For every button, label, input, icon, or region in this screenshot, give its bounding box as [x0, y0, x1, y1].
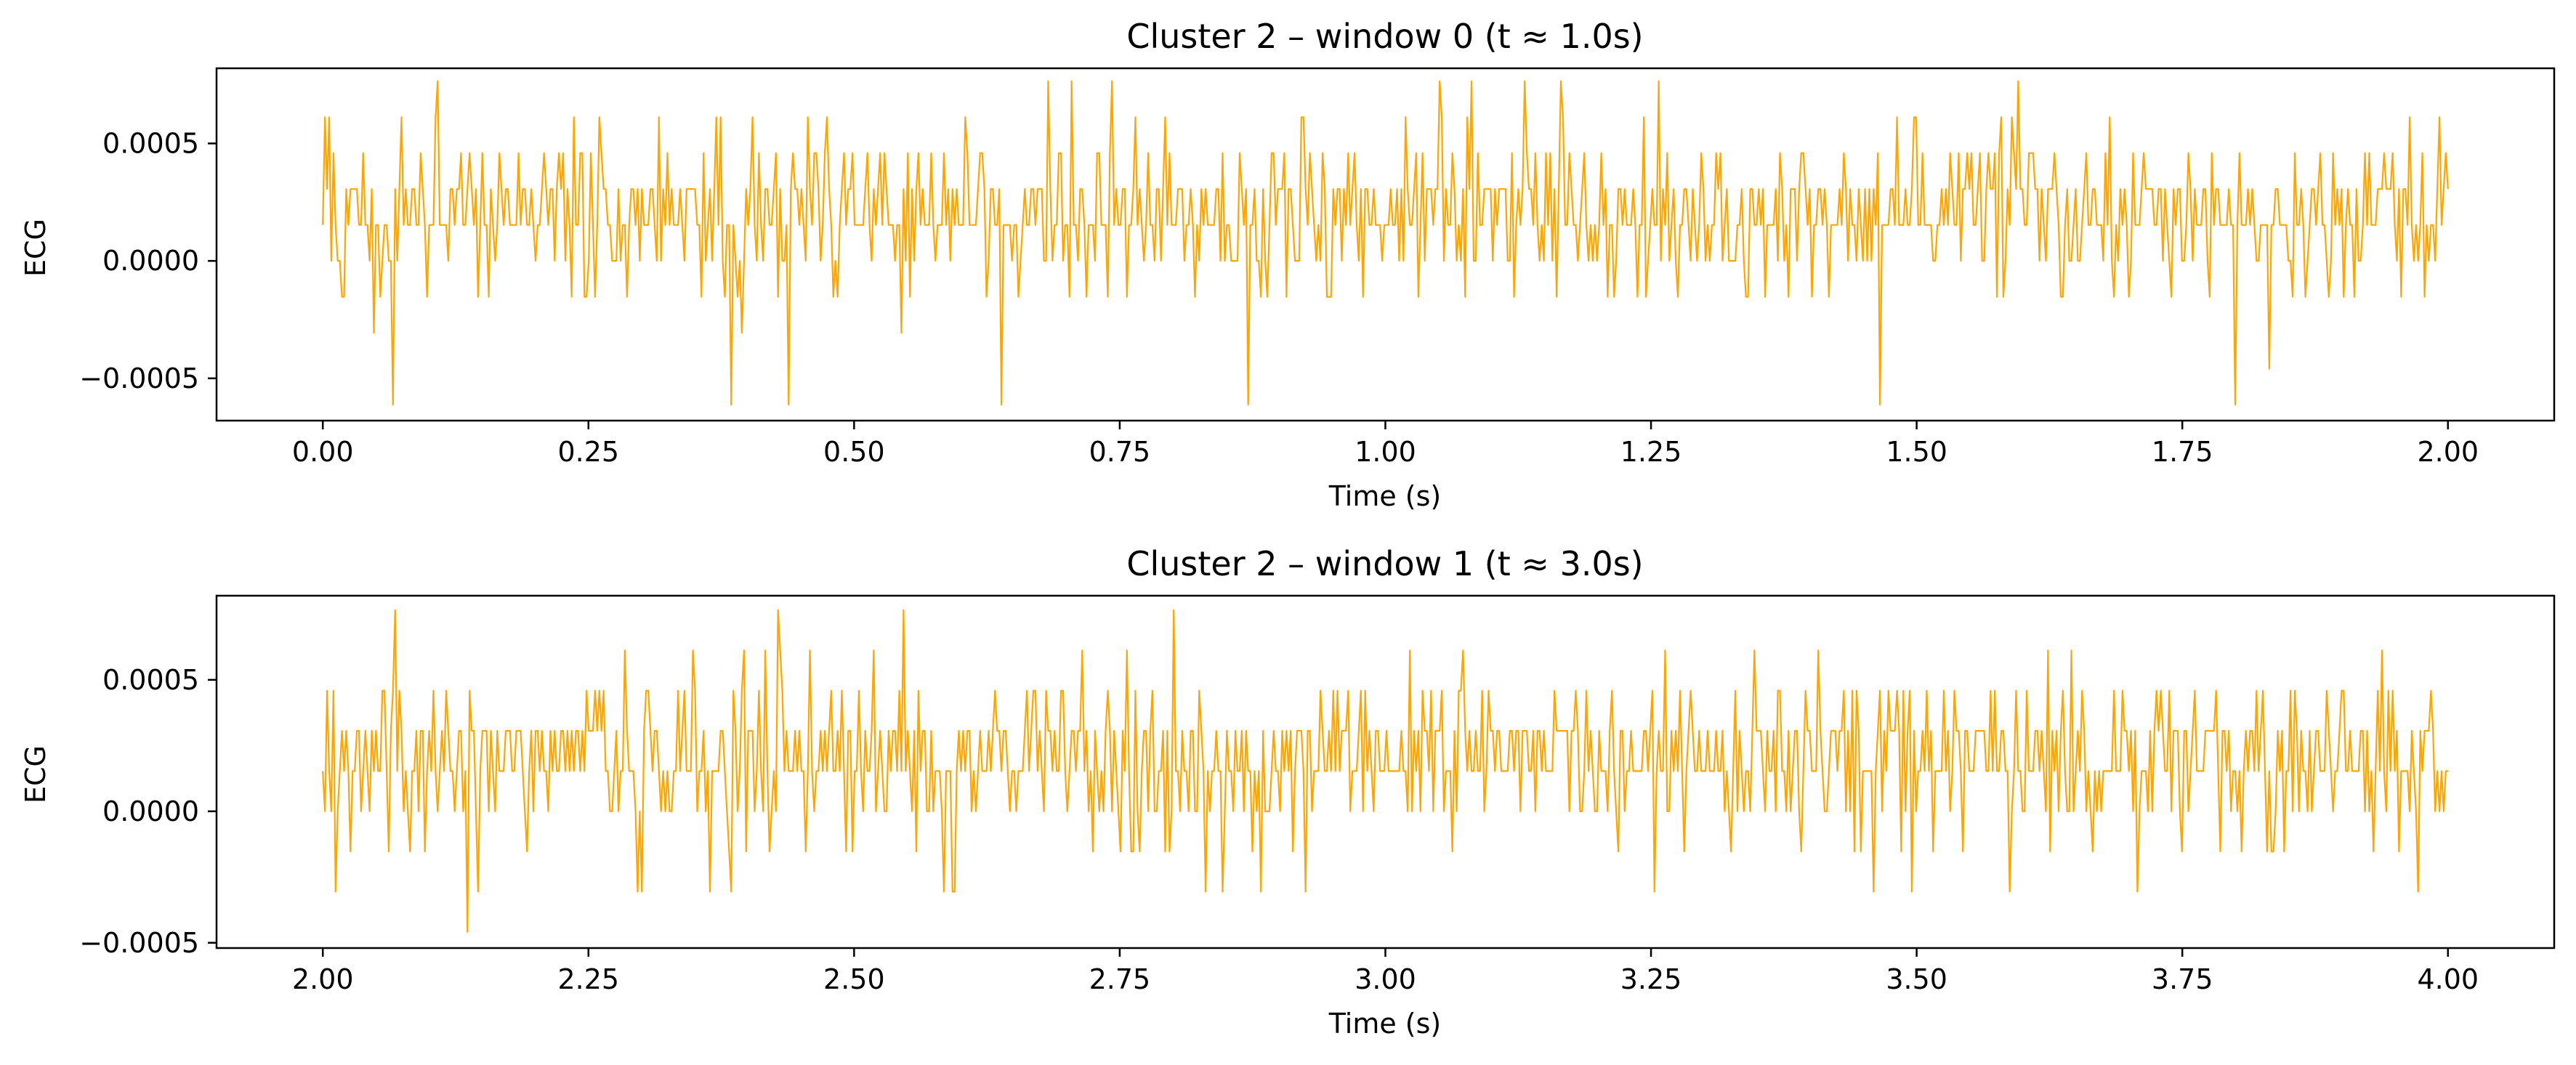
- subplot-title: Cluster 2 – window 1 (t ≈ 3.0s): [1126, 544, 1643, 583]
- y-tick-label: −0.0005: [79, 363, 199, 394]
- y-tick-label: 0.0005: [102, 127, 199, 159]
- plot-frame: [215, 67, 2556, 422]
- subplot-title: Cluster 2 – window 0 (t ≈ 1.0s): [1126, 17, 1643, 56]
- x-tick-label: 4.00: [2417, 963, 2479, 995]
- subplot-window-1: Cluster 2 – window 1 (t ≈ 3.0s) ECG Time…: [20, 544, 2556, 1040]
- x-tick-label: 1.25: [1620, 436, 1682, 468]
- x-axis-ticks: 2.00 2.25 2.50 2.75 3.00 3.25 3.50 3.75 4.00: [292, 948, 2479, 995]
- x-tick-label: 2.00: [2417, 436, 2479, 468]
- y-axis-ticks: −0.0005 0.0000 0.0005: [79, 664, 217, 959]
- x-axis-label: Time (s): [1328, 480, 1442, 512]
- ecg-series-line: [322, 80, 2449, 406]
- x-tick-label: 3.50: [1886, 963, 1947, 995]
- x-tick-label: 2.50: [823, 963, 885, 995]
- plot-frame: [215, 594, 2556, 949]
- x-axis-ticks: 0.00 0.25 0.50 0.75 1.00 1.25 1.50 1.75 2.00: [292, 421, 2479, 468]
- x-tick-label: 2.25: [557, 963, 619, 995]
- y-tick-label: −0.0005: [79, 927, 199, 959]
- x-tick-label: 0.75: [1089, 436, 1151, 468]
- y-axis-ticks: −0.0005 0.0000 0.0005: [79, 127, 217, 394]
- x-tick-label: 1.00: [1354, 436, 1416, 468]
- x-tick-label: 2.75: [1089, 963, 1151, 995]
- x-axis-label: Time (s): [1328, 1008, 1442, 1040]
- x-tick-label: 2.00: [292, 963, 354, 995]
- y-tick-label: 0.0000: [102, 245, 199, 277]
- x-tick-label: 0.00: [292, 436, 354, 468]
- x-tick-label: 0.50: [823, 436, 885, 468]
- x-tick-label: 1.50: [1886, 436, 1947, 468]
- y-axis-label: ECG: [20, 745, 52, 803]
- x-tick-label: 1.75: [2152, 436, 2213, 468]
- y-tick-label: 0.0005: [102, 664, 199, 696]
- ecg-series-line: [322, 609, 2448, 933]
- x-tick-label: 3.75: [2152, 963, 2213, 995]
- x-tick-label: 0.25: [557, 436, 619, 468]
- subplot-window-0: Cluster 2 – window 0 (t ≈ 1.0s) ECG Time…: [20, 17, 2556, 512]
- y-tick-label: 0.0000: [102, 795, 199, 827]
- x-tick-label: 3.00: [1354, 963, 1416, 995]
- x-tick-label: 3.25: [1620, 963, 1682, 995]
- y-axis-label: ECG: [20, 219, 52, 277]
